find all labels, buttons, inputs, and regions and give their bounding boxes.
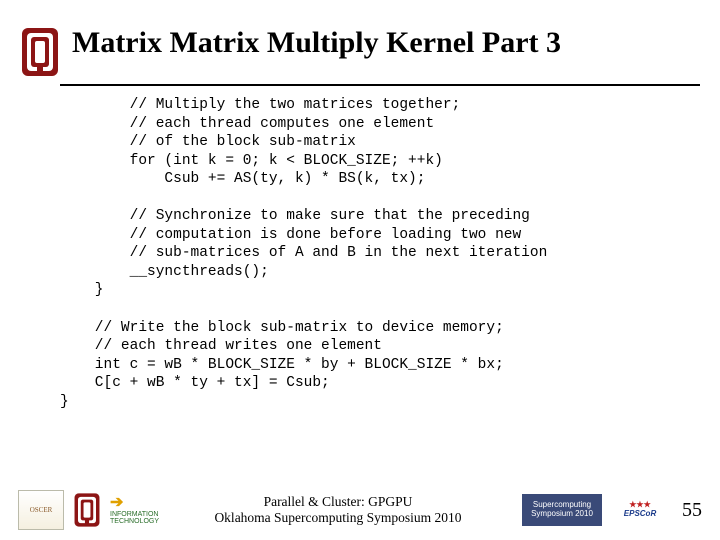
sc10-logo-icon: Supercomputing Symposium 2010 [522, 494, 602, 526]
title-divider [60, 84, 700, 86]
header: Matrix Matrix Multiply Kernel Part 3 [20, 22, 700, 78]
footer-logos-left: OSCER ➔ INFORMATION TECHNOLOGY [18, 490, 154, 530]
epscor-logo-label: EPSCoR [624, 510, 656, 519]
oscer-logo-label: OSCER [30, 506, 53, 514]
ou-logo-icon [20, 26, 60, 78]
footer-caption: Parallel & Cluster: GPGPU Oklahoma Super… [164, 494, 512, 526]
it-logo-line1: INFORMATION [110, 511, 158, 518]
footer-logos-right: Supercomputing Symposium 2010 ★★★ EPSCoR… [522, 493, 702, 527]
slide-title: Matrix Matrix Multiply Kernel Part 3 [72, 22, 561, 59]
slide: Matrix Matrix Multiply Kernel Part 3 // … [0, 0, 720, 540]
page-number: 55 [682, 499, 702, 522]
it-logo-icon: ➔ INFORMATION TECHNOLOGY [110, 493, 154, 527]
footer-caption-line2: Oklahoma Supercomputing Symposium 2010 [164, 510, 512, 526]
sc10-logo-line2: Symposium 2010 [531, 510, 593, 519]
it-logo-arrow-icon: ➔ [110, 495, 123, 511]
ou-mini-logo-icon [72, 492, 102, 528]
code-block: // Multiply the two matrices together; /… [60, 96, 700, 411]
epscor-logo-icon: ★★★ EPSCoR [612, 493, 668, 527]
footer: OSCER ➔ INFORMATION TECHNOLOGY Parallel … [0, 490, 720, 530]
footer-caption-line1: Parallel & Cluster: GPGPU [164, 494, 512, 510]
it-logo-line2: TECHNOLOGY [110, 518, 159, 525]
oscer-logo-icon: OSCER [18, 490, 64, 530]
